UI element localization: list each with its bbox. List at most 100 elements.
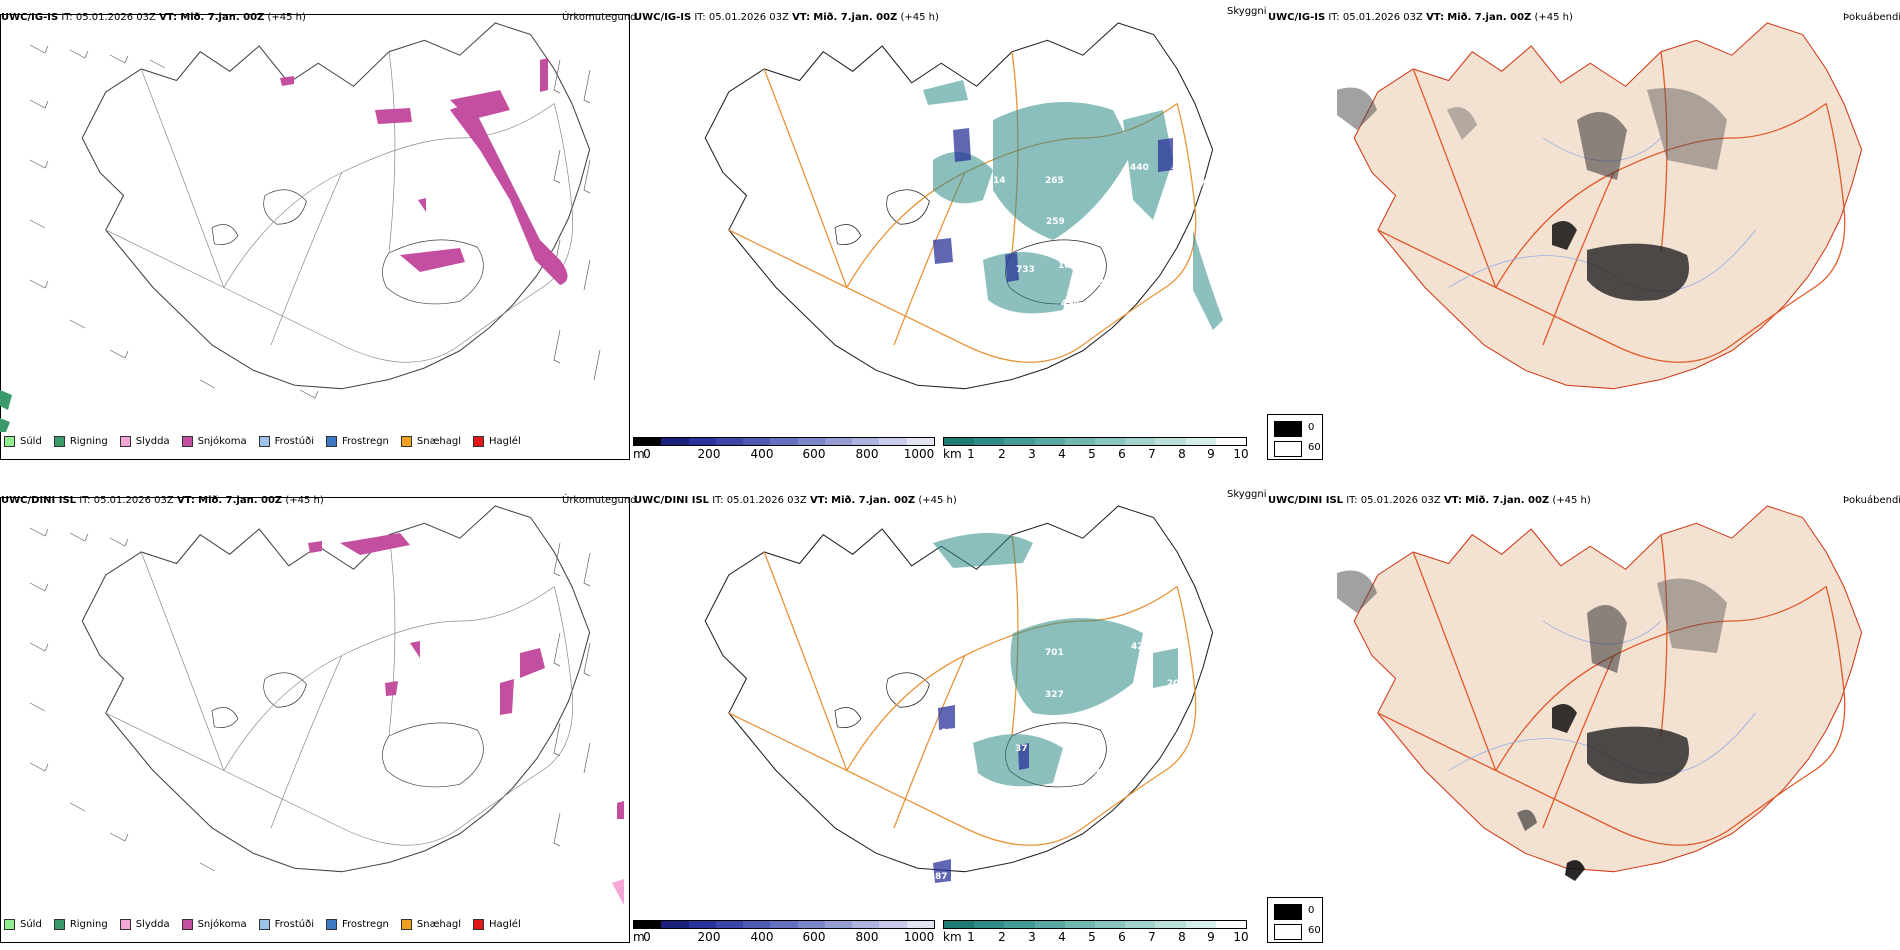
ceiling-label: 43 <box>1088 768 1101 778</box>
legend-item: Snjókoma <box>181 436 247 447</box>
panel-title: UWC/DINI ISL IT: 05.01.2026 03Z VT: Mið.… <box>1 495 324 506</box>
mask-white-label: 60 <box>1308 925 1321 936</box>
visibility-tick: 6 <box>1118 447 1126 461</box>
ceiling-label: 296 <box>1058 770 1077 780</box>
ceiling-label: 265 <box>1045 176 1064 186</box>
legend-item: Slydda <box>119 919 170 930</box>
ceiling-label: 87 <box>935 872 948 882</box>
ceiling-tick: 200 <box>697 447 721 461</box>
visibility-tick: 3 <box>1028 930 1036 944</box>
legend-item: Rigning <box>53 436 108 447</box>
ceiling-unit: m <box>633 447 645 461</box>
panel-title: UWC/IG-IS IT: 05.01.2026 03Z VT: Mið. 7.… <box>634 12 939 23</box>
panel-title: UWC/IG-IS IT: 05.01.2026 03Z VT: Mið. 7.… <box>1268 12 1573 23</box>
fog-map <box>1337 505 1863 881</box>
ceiling-label: 440 <box>1130 163 1149 173</box>
ceiling-label: 744 <box>1221 283 1240 293</box>
visibility-tick: 1 <box>967 447 975 461</box>
legend-item: Haglél <box>473 919 521 930</box>
visibility-tick: 6 <box>1118 930 1126 944</box>
ceiling-value-labels: 440 232 265 14 213 170 259 219 441 848 6… <box>953 163 1240 309</box>
mask-white-label: 60 <box>1308 442 1321 453</box>
visibility-tick: 9 <box>1207 930 1215 944</box>
fog-mask-legend: 0 60 <box>1267 414 1323 460</box>
visibility-tick: 8 <box>1178 447 1186 461</box>
panel-frame <box>0 14 630 460</box>
mask-black-swatch <box>1274 904 1302 920</box>
panel-title: UWC/DINI ISL IT: 05.01.2026 03Z VT: Mið.… <box>634 495 957 506</box>
ceiling-label: 674 <box>1211 233 1230 243</box>
legend-item: Súld <box>4 919 42 930</box>
legend-item: Frostregn <box>326 919 389 930</box>
mask-white-swatch <box>1274 441 1302 457</box>
legend-item: Rigning <box>53 919 108 930</box>
visibility-tick: 3 <box>1028 447 1036 461</box>
legend-item: Súld <box>4 436 42 447</box>
panel-name: Þokuábendi <box>1843 12 1900 23</box>
ceiling-label: 170 <box>1193 179 1212 189</box>
rain-area <box>0 390 12 410</box>
ceiling-label: 37 <box>1116 263 1129 273</box>
wind-barbs <box>29 527 591 872</box>
snow-areas <box>308 533 624 819</box>
fog-mask-legend: 0 60 <box>1267 897 1323 943</box>
ceiling-value-labels: 701 327 116 37 164 296 43 42 20 87 <box>935 642 1180 882</box>
ceiling-areas <box>933 705 1029 883</box>
ceiling-tick: 1000 <box>903 930 935 944</box>
visibility-areas <box>923 80 1223 330</box>
ceiling-label: 701 <box>1045 648 1064 658</box>
visibility-tick: 7 <box>1148 930 1156 944</box>
visibility-tick: 7 <box>1148 447 1156 461</box>
ceiling-panel-bottom: UWC/DINI ISL IT: 05.01.2026 03Z VT: Mið.… <box>633 483 1267 944</box>
visibility-tick: 2 <box>998 447 1006 461</box>
visibility-tick: 5 <box>1088 930 1096 944</box>
precip-type-panel-top: UWC/IG-IS IT: 05.01.2026 03Z VT: Mið. 7.… <box>0 0 637 460</box>
visibility-unit: km <box>943 447 962 461</box>
visibility-tick: 10 <box>1233 447 1249 461</box>
ceiling-label: 494 <box>1061 299 1080 309</box>
ceiling-label: 232 <box>1171 167 1190 177</box>
precip-legend: Súld Rigning Slydda Snjókoma Frostúði Fr… <box>4 436 521 447</box>
ceiling-label: 733 <box>1016 265 1035 275</box>
legend-item: Snæhagl <box>400 436 461 447</box>
legend-item: Slydda <box>119 436 170 447</box>
visibility-areas <box>933 533 1178 787</box>
legend-item: Frostregn <box>326 436 389 447</box>
ceiling-label: 42 <box>1131 642 1144 652</box>
ceiling-label: 327 <box>1045 690 1064 700</box>
ceiling-label: 101 <box>1058 261 1077 271</box>
visibility-unit: km <box>943 930 962 944</box>
visibility-tick: 8 <box>1178 930 1186 944</box>
panel-name: Úrkomutegund <box>562 495 637 506</box>
precip-legend: Súld Rigning Slydda Snjókoma Frostúði Fr… <box>4 919 521 930</box>
snow-areas <box>280 58 568 286</box>
precip-type-map <box>0 22 601 432</box>
ceiling-unit: m <box>633 930 645 944</box>
mask-black-label: 0 <box>1308 422 1315 433</box>
legend-item: Frostúði <box>258 436 314 447</box>
ceiling-label: 14 <box>993 176 1006 186</box>
panel-title: UWC/IG-IS IT: 05.01.2026 03Z VT: Mið. 7.… <box>1 12 306 23</box>
panel-name: Skyggni <box>1227 489 1267 500</box>
ceiling-tick: 800 <box>855 447 879 461</box>
mask-black-swatch <box>1274 421 1302 437</box>
ceiling-tick: 1000 <box>903 447 935 461</box>
legend-item: Frostúði <box>258 919 314 930</box>
ceiling-panel-top: UWC/IG-IS IT: 05.01.2026 03Z VT: Mið. 7.… <box>633 0 1267 461</box>
fog-shading <box>1337 87 1727 301</box>
ceiling-tick: 600 <box>802 930 826 944</box>
legend-item: Snjókoma <box>181 919 247 930</box>
ceiling-map: 701 327 116 37 164 296 43 42 20 87 <box>704 505 1214 883</box>
ceiling-label: 20 <box>1167 679 1180 689</box>
ceiling-tick: 400 <box>750 447 774 461</box>
ceiling-label: 219 <box>1171 197 1190 207</box>
ceiling-tick: 0 <box>643 447 651 461</box>
mask-black-label: 0 <box>1308 905 1315 916</box>
ceiling-label: 116 <box>941 728 960 738</box>
ceiling-label: 164 <box>1057 739 1076 749</box>
ceiling-label: 848 <box>1205 215 1224 225</box>
panel-frame <box>0 497 630 943</box>
ceiling-areas <box>933 128 1173 282</box>
ceiling-label: 11 <box>953 245 966 255</box>
fog-panel-bottom: UWC/DINI ISL IT: 05.01.2026 03Z VT: Mið.… <box>1267 483 1900 943</box>
